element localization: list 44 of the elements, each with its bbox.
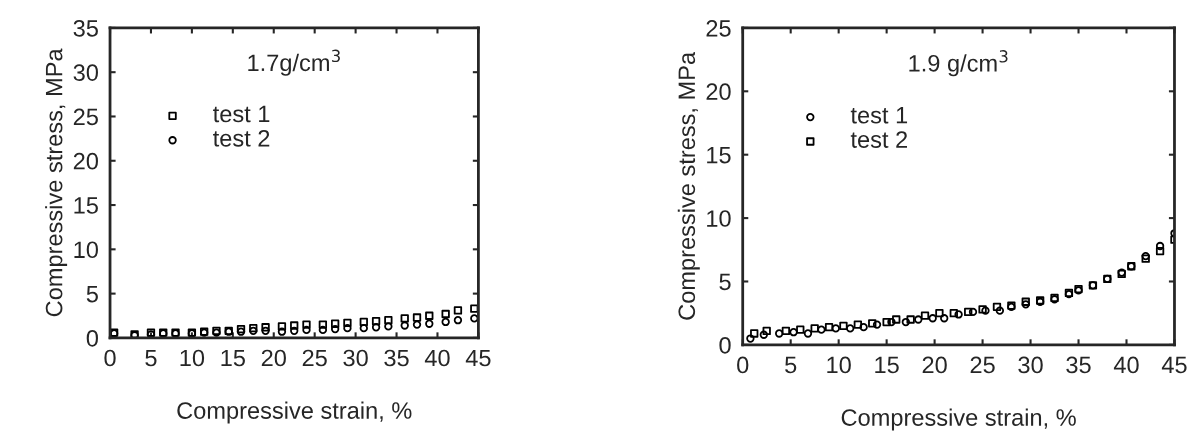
annotation: 1.7g/cm$^{3}$ <box>248 49 340 76</box>
x-tick-label: 20 <box>261 349 286 367</box>
y-tick-label: 5 <box>719 273 731 291</box>
x-axis-title: Compressive strain, % <box>177 401 412 424</box>
y-tick-label: 25 <box>73 108 98 126</box>
x-tick-label: 0 <box>737 356 749 374</box>
y-tick-label: 5 <box>86 285 98 303</box>
y-axis-title: Compressive stress, MPa <box>677 51 700 320</box>
y-tick-label: 0 <box>86 329 98 347</box>
x-tick-label: 10 <box>827 356 851 374</box>
y-tick-label: 15 <box>707 147 731 164</box>
annotation: 1.9 g/cm$^{3}$ <box>909 50 1008 77</box>
y-axis-title: Compressive stress, MPa <box>45 48 68 317</box>
x-tick-label: 15 <box>875 356 899 374</box>
x-tick-label: 30 <box>1018 356 1043 374</box>
x-tick-label: 25 <box>302 349 327 367</box>
x-tick-label: 0 <box>104 349 116 367</box>
x-axis-title: Compressive strain, % <box>841 408 1076 431</box>
y-tick-label: 0 <box>719 336 731 354</box>
x-tick-label: 15 <box>221 349 245 367</box>
x-tick-label: 25 <box>970 356 995 374</box>
legend-label: test 2 <box>213 129 270 147</box>
y-tick-label: 35 <box>73 19 98 37</box>
x-tick-label: 45 <box>1161 356 1187 374</box>
legend-label: test 2 <box>850 131 908 148</box>
y-tick-label: 30 <box>73 64 98 81</box>
y-tick-label: 25 <box>706 19 731 37</box>
x-tick-label: 5 <box>145 349 157 367</box>
legend-label: test 1 <box>850 107 908 124</box>
y-tick-label: 20 <box>73 152 98 170</box>
x-tick-label: 20 <box>922 356 947 374</box>
x-tick-label: 45 <box>465 349 491 367</box>
x-tick-label: 10 <box>180 349 205 367</box>
x-tick-label: 40 <box>424 349 450 367</box>
x-tick-label: 30 <box>343 349 368 367</box>
x-tick-label: 35 <box>384 349 409 367</box>
legend-label: test 1 <box>213 105 270 123</box>
y-tick-label: 10 <box>707 210 731 227</box>
y-tick-label: 20 <box>706 83 731 101</box>
x-tick-label: 40 <box>1113 356 1139 374</box>
y-tick-label: 10 <box>74 241 98 259</box>
x-tick-label: 35 <box>1066 356 1091 374</box>
y-tick-label: 15 <box>74 197 98 214</box>
x-tick-label: 5 <box>785 356 797 374</box>
